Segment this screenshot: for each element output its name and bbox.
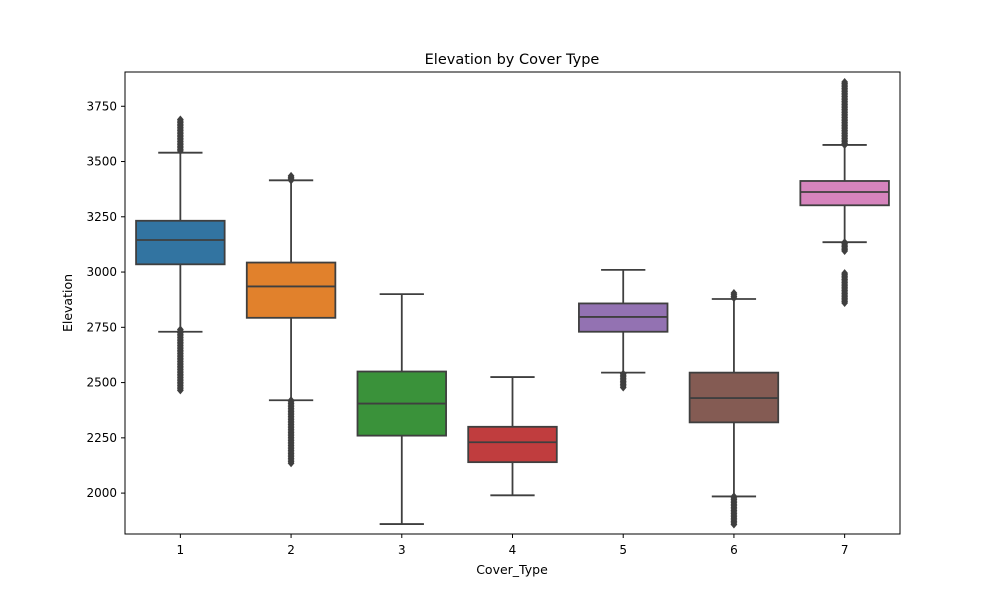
y-tick-label: 2250 [86, 431, 117, 445]
box-group-1 [135, 115, 226, 395]
y-tick-label: 2750 [86, 320, 117, 334]
box-group-6 [688, 289, 780, 529]
outlier-marker [619, 383, 627, 392]
x-tick-label: 6 [730, 543, 738, 557]
box-group-5 [578, 268, 669, 392]
y-tick-label: 3000 [86, 265, 117, 279]
box-iqr [135, 219, 226, 266]
x-tick-label: 7 [841, 543, 849, 557]
box-group-7 [799, 77, 890, 307]
y-tick-label: 3500 [86, 155, 117, 169]
y-tick-label: 2000 [86, 486, 117, 500]
y-tick-label: 2500 [86, 376, 117, 390]
outlier-marker [176, 386, 184, 395]
outlier-marker [287, 176, 295, 185]
chart-title: Elevation by Cover Type [425, 52, 600, 68]
y-axis-label: Elevation [60, 274, 75, 332]
box-iqr [799, 180, 890, 207]
outlier-marker [841, 140, 849, 149]
x-tick-label: 4 [509, 543, 517, 557]
x-axis-label: Cover_Type [476, 562, 548, 577]
outlier-marker [176, 146, 184, 155]
outlier-marker [287, 459, 295, 468]
outlier-marker [730, 520, 738, 529]
box-group-2 [245, 171, 337, 468]
outlier-marker [730, 294, 738, 303]
y-tick-label: 3250 [86, 210, 117, 224]
box-iqr [245, 261, 337, 319]
box-group-4 [467, 376, 558, 497]
x-tick-label: 3 [398, 543, 406, 557]
y-tick-label: 3750 [86, 99, 117, 113]
x-tick-label: 5 [619, 543, 627, 557]
x-tick-label: 2 [287, 543, 295, 557]
outlier-marker [841, 299, 849, 307]
box-iqr [467, 425, 558, 464]
x-tick-label: 1 [177, 543, 185, 557]
box-group-3 [356, 293, 447, 525]
outlier-marker [841, 247, 849, 256]
